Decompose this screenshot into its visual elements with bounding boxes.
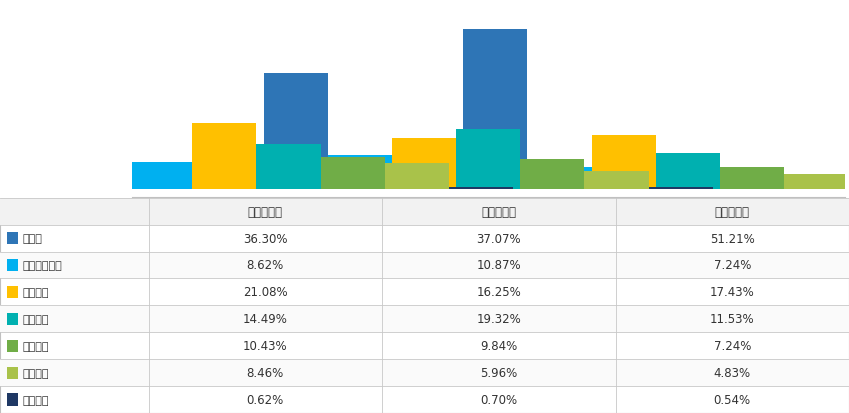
Bar: [64, 76, 128, 190]
FancyBboxPatch shape: [7, 367, 18, 379]
Text: 东北地区: 东北地区: [23, 394, 49, 405]
Text: 11.53%: 11.53%: [710, 313, 755, 325]
Text: 7.24%: 7.24%: [713, 259, 751, 272]
Bar: [321, 157, 385, 190]
Text: 8.62%: 8.62%: [247, 259, 284, 272]
Text: 华东地区: 华东地区: [23, 287, 49, 297]
FancyBboxPatch shape: [7, 233, 18, 244]
Text: 17.43%: 17.43%: [710, 286, 755, 299]
Bar: [385, 164, 449, 190]
Bar: [649, 188, 713, 190]
Text: 西北其他地区: 西北其他地区: [23, 260, 63, 271]
Bar: [720, 167, 784, 190]
Text: 中南地区: 中南地区: [23, 314, 49, 324]
Text: 19.32%: 19.32%: [476, 313, 521, 325]
Text: 0.54%: 0.54%: [714, 393, 751, 406]
FancyBboxPatch shape: [0, 198, 849, 225]
Bar: [592, 135, 655, 190]
Bar: [655, 154, 720, 190]
Text: 0.70%: 0.70%: [481, 393, 517, 406]
Text: 博士毕业生: 博士毕业生: [715, 205, 750, 218]
Text: 21.08%: 21.08%: [243, 286, 288, 299]
FancyBboxPatch shape: [0, 359, 849, 386]
Text: 硕士毕业生: 硕士毕业生: [481, 205, 516, 218]
Bar: [128, 163, 192, 190]
Bar: [520, 159, 584, 190]
FancyBboxPatch shape: [7, 286, 18, 298]
Text: 华北地区: 华北地区: [23, 341, 49, 351]
Bar: [192, 124, 256, 190]
FancyBboxPatch shape: [7, 313, 18, 325]
Bar: [527, 167, 592, 190]
Text: 16.25%: 16.25%: [476, 286, 521, 299]
FancyBboxPatch shape: [7, 340, 18, 352]
Text: 本科毕业生: 本科毕业生: [248, 205, 283, 218]
Bar: [584, 171, 649, 190]
Bar: [784, 175, 848, 190]
Bar: [456, 129, 520, 190]
Bar: [449, 188, 513, 190]
Text: 14.49%: 14.49%: [243, 313, 288, 325]
FancyBboxPatch shape: [7, 259, 18, 271]
Text: 36.30%: 36.30%: [243, 232, 288, 245]
Text: 5.96%: 5.96%: [481, 366, 517, 379]
Text: 37.07%: 37.07%: [476, 232, 521, 245]
FancyBboxPatch shape: [7, 394, 18, 406]
Text: 51.21%: 51.21%: [710, 232, 755, 245]
Text: 9.84%: 9.84%: [481, 339, 517, 352]
Text: 10.87%: 10.87%: [476, 259, 521, 272]
Text: 10.43%: 10.43%: [243, 339, 288, 352]
Bar: [392, 139, 456, 190]
Bar: [464, 30, 527, 190]
Bar: [328, 156, 392, 190]
FancyBboxPatch shape: [0, 306, 849, 332]
Text: 西南地区: 西南地区: [23, 368, 49, 378]
Bar: [263, 74, 328, 190]
Text: 甘肃省: 甘肃省: [23, 233, 42, 244]
Bar: [256, 145, 321, 190]
Text: 7.24%: 7.24%: [713, 339, 751, 352]
Text: 4.83%: 4.83%: [714, 366, 751, 379]
Text: 0.62%: 0.62%: [247, 393, 284, 406]
Text: 8.46%: 8.46%: [247, 366, 284, 379]
FancyBboxPatch shape: [0, 252, 849, 279]
